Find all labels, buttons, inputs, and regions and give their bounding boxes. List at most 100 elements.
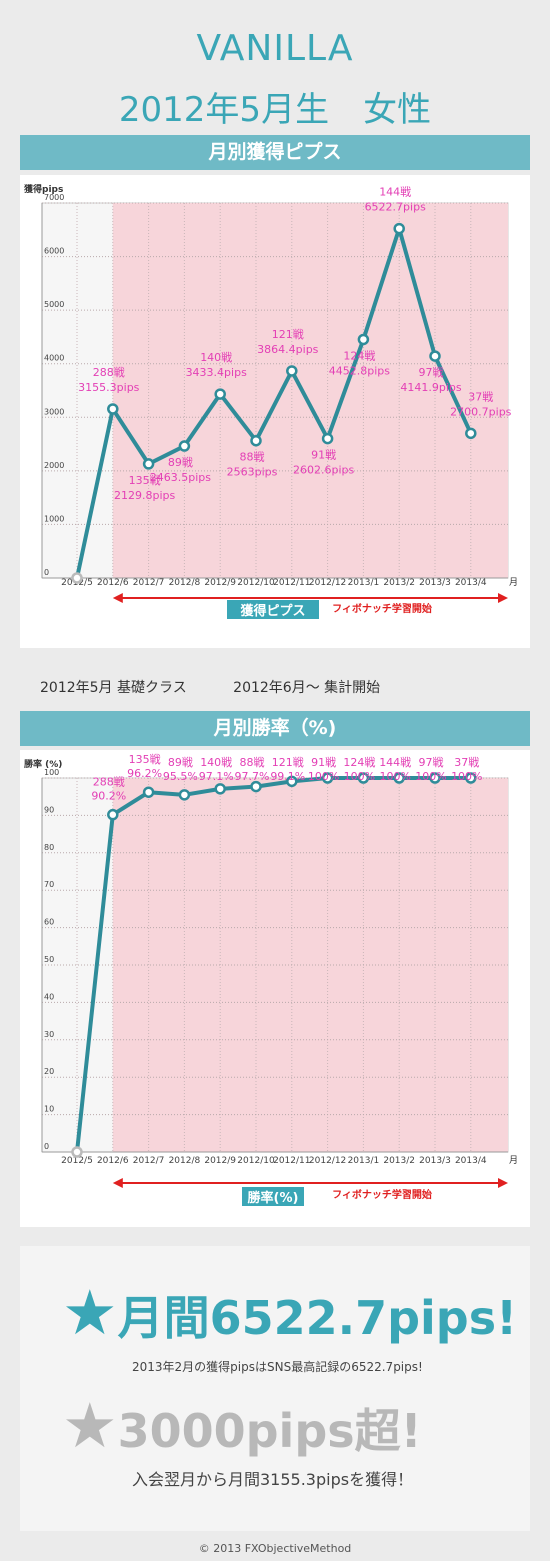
data-label-count: 88戦 [240, 451, 265, 464]
x-tick-label: 2013/2 [383, 578, 415, 588]
period-arrow-head-left [112, 1178, 123, 1188]
data-label-value: 3433.4pips [186, 366, 248, 379]
data-point [465, 772, 477, 784]
data-label-value: 96.2% [127, 767, 162, 780]
person-name: VANILLA [196, 28, 354, 69]
data-point [357, 333, 370, 346]
period-arrow-head-right [498, 1178, 508, 1188]
x-tick-label: 2012/12 [309, 578, 346, 588]
x-tick-label: 2012/9 [204, 1156, 236, 1166]
data-point [142, 786, 155, 798]
data-point [429, 772, 441, 784]
data-label-count: 89戦 [168, 456, 193, 469]
x-axis-label: 月 [509, 1155, 518, 1166]
data-point [214, 783, 226, 795]
data-point [178, 789, 191, 801]
data-point [357, 772, 370, 784]
x-tick-label: 2012/5 [61, 1156, 93, 1166]
caption: 2012年5月 基礎クラス 2012年6月～ 集計開始 [40, 677, 422, 697]
y-tick-label: 90 [44, 805, 54, 814]
data-point [286, 365, 298, 377]
x-tick-label: 2013/3 [419, 578, 451, 588]
x-tick-label: 2012/8 [169, 1156, 201, 1166]
y-tick-label: 3000 [44, 407, 64, 416]
data-label-count: 124戦 [343, 756, 375, 769]
x-tick-label: 2012/8 [169, 578, 201, 588]
data-point [250, 780, 262, 793]
x-tick-label: 2013/1 [348, 578, 380, 588]
y-tick-label: 6000 [44, 247, 64, 256]
highlight-monthly-sub: 2013年2月の獲得pipsはSNS最高記録の6522.7pips! [132, 1360, 423, 1374]
highlight-monthly: ★月間6522.7pips! [62, 1276, 517, 1349]
y-tick-label: 50 [44, 955, 54, 964]
data-label-count: 144戦 [379, 756, 411, 769]
data-label-value: 95.5% [163, 770, 198, 783]
legend-label: 獲得ピプス [240, 603, 305, 619]
legend-tag [242, 1187, 304, 1206]
data-label-value: 2129.8pips [114, 489, 176, 502]
data-point [178, 440, 191, 452]
annotation-label: フィボナッチ学習開始 [332, 602, 432, 615]
data-label-count: 140戦 [200, 756, 232, 769]
data-label-value: 3155.3pips [78, 381, 140, 394]
highlight-panel: ★月間6522.7pips! 2013年2月の獲得pipsはSNS最高記録の65… [20, 1246, 530, 1531]
data-label-value: 3864.4pips [257, 343, 319, 356]
data-point [429, 350, 441, 362]
legend-tag [227, 600, 319, 619]
y-axis-label: 勝率 (%) [24, 758, 62, 770]
data-label-value: 97.1% [199, 770, 234, 783]
caption-left: 2012年5月 基礎クラス [40, 680, 187, 696]
caption-right: 2012年6月～ 集計開始 [233, 680, 381, 696]
data-point [321, 772, 334, 784]
annotation-label: フィボナッチ学習開始 [332, 1188, 432, 1201]
data-label-value: 100% [344, 770, 375, 783]
data-label-value: 90.2% [91, 790, 126, 803]
x-tick-label: 2012/11 [273, 1156, 310, 1166]
data-label-count: 91戦 [311, 449, 336, 462]
data-label-value: 100% [451, 770, 482, 783]
x-tick-label: 2012/6 [97, 1156, 129, 1166]
data-label-count: 144戦 [379, 186, 411, 199]
data-label-count: 135戦 [129, 474, 161, 487]
data-point [214, 388, 226, 400]
data-point [286, 775, 298, 788]
data-label-value: 99.1% [270, 770, 305, 783]
data-label-value: 2602.6pips [293, 464, 355, 477]
data-point [107, 808, 119, 821]
data-label-count: 288戦 [93, 776, 125, 789]
data-label-value: 100% [308, 770, 339, 783]
y-tick-label: 5000 [44, 300, 64, 309]
period-arrow-head-right [498, 593, 508, 603]
y-tick-label: 60 [44, 918, 54, 927]
data-label-count: 97戦 [419, 756, 444, 769]
x-tick-label: 2012/6 [97, 578, 129, 588]
data-point [393, 772, 405, 784]
highlight-3000-sub: 入会翌月から月間3155.3pipsを獲得！ [132, 1470, 414, 1489]
y-tick-label: 2000 [44, 461, 64, 470]
data-label-value: 4141.9pips [400, 381, 462, 394]
data-label-value: 100% [379, 770, 410, 783]
data-label-count: 124戦 [343, 349, 375, 362]
x-axis-label: 月 [509, 577, 518, 588]
highlight-3000-text: 3000pips超! [117, 1404, 422, 1458]
data-label-count: 121戦 [272, 328, 304, 341]
x-tick-label: 2013/1 [348, 1156, 380, 1166]
data-point [393, 222, 405, 235]
data-label-count: 121戦 [272, 756, 304, 769]
section-title-pips: 月別獲得ピプス [20, 135, 530, 170]
data-point [71, 572, 83, 584]
legend-label: 勝率(%) [248, 1190, 299, 1206]
star-icon: ★ [62, 1389, 118, 1462]
x-tick-label: 2012/9 [204, 578, 236, 588]
y-tick-label: 10 [44, 1105, 54, 1114]
data-label-value: 2700.7pips [450, 405, 512, 418]
chart-panel-winrate: 0 10 20 30 40 50 60 70 80 90 100 勝率 (%) 月 2012/5 2012/… [20, 750, 530, 1227]
x-tick-label: 2013/4 [455, 578, 487, 588]
data-point [250, 434, 262, 447]
period-arrow-head-left [112, 593, 123, 603]
x-tick-label: 2012/11 [273, 578, 310, 588]
data-label-count: 37戦 [454, 756, 479, 769]
section-title-winrate: 月別勝率（%) [20, 711, 530, 746]
y-tick-label: 20 [44, 1067, 54, 1076]
y-tick-label: 1000 [44, 514, 64, 523]
